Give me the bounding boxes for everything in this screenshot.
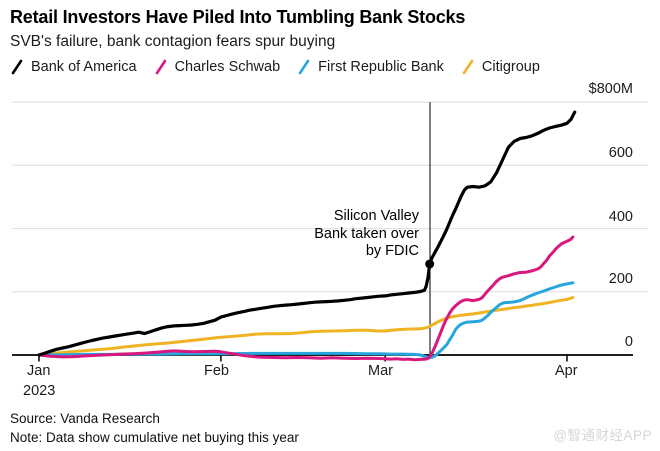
chart-subtitle: SVB's failure, bank contagion fears spur… <box>10 33 336 50</box>
legend-label: Bank of America <box>31 59 137 75</box>
legend-item-citigroup: Citigroup <box>461 59 540 75</box>
y-axis-label-800: $800M <box>588 81 633 97</box>
legend-label: Citigroup <box>481 59 540 75</box>
line-swatch-icon <box>462 59 474 75</box>
x-axis-label-feb: Feb <box>204 363 229 379</box>
x-axis-label-mar: Mar <box>368 363 393 379</box>
y-axis-label-600: 600 <box>608 145 633 161</box>
legend: Bank of America Charles Schwab First Rep… <box>10 59 540 75</box>
x-axis-label-apr: Apr <box>555 363 578 379</box>
x-axis-year-label: 2023 <box>23 383 56 399</box>
line-swatch-icon <box>298 59 310 75</box>
legend-item-first-republic: First Republic Bank <box>297 59 444 75</box>
line-swatch-icon <box>11 59 23 75</box>
line-swatch-icon <box>155 59 166 75</box>
legend-item-bank-of-america: Bank of America <box>10 59 137 75</box>
annotation-line: Bank taken over <box>314 225 419 242</box>
legend-item-charles-schwab: Charles Schwab <box>154 59 281 75</box>
annotation-line: by FDIC <box>365 243 419 259</box>
note-text: Note: Data show cumulative net buying th… <box>10 430 299 445</box>
source-text: Source: Vanda Research <box>10 411 160 426</box>
annotation-line: Silicon Valley <box>333 208 419 224</box>
watermark-text: @智通财经APP <box>553 428 652 443</box>
page-title: Retail Investors Have Piled Into Tumblin… <box>10 7 466 27</box>
legend-label: First Republic Bank <box>318 59 444 75</box>
y-axis-label-400: 400 <box>608 209 633 225</box>
x-axis-label-jan: Jan <box>27 363 51 379</box>
legend-label: Charles Schwab <box>174 59 281 75</box>
svb-event-annotation: Silicon Valley Bank taken over by FDIC <box>314 208 419 261</box>
y-axis-label-0: 0 <box>624 334 633 350</box>
y-axis-label-200: 200 <box>608 271 633 287</box>
